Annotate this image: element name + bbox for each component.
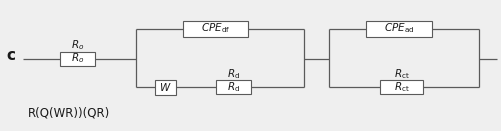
Text: $R_{\mathrm{d}}$: $R_{\mathrm{d}}$ — [226, 80, 239, 94]
Text: $R_{\mathrm{ct}}$: $R_{\mathrm{ct}}$ — [393, 67, 409, 81]
FancyBboxPatch shape — [380, 80, 422, 94]
FancyBboxPatch shape — [155, 80, 176, 94]
FancyBboxPatch shape — [215, 80, 250, 94]
Text: $R_{\mathrm{ct}}$: $R_{\mathrm{ct}}$ — [393, 80, 409, 94]
Text: $R_{o}$: $R_{o}$ — [71, 52, 84, 65]
Text: $W$: $W$ — [159, 81, 172, 93]
Text: $R_{\mathrm{d}}$: $R_{\mathrm{d}}$ — [226, 67, 239, 81]
Text: c: c — [6, 48, 15, 63]
Text: $CPE_{\mathrm{df}}$: $CPE_{\mathrm{df}}$ — [201, 22, 230, 35]
Text: $CPE_{\mathrm{ad}}$: $CPE_{\mathrm{ad}}$ — [383, 22, 413, 35]
FancyBboxPatch shape — [366, 20, 431, 37]
Text: R(Q(WR))(QR): R(Q(WR))(QR) — [28, 107, 110, 120]
FancyBboxPatch shape — [60, 51, 95, 66]
FancyBboxPatch shape — [183, 20, 248, 37]
Text: $R_{o}$: $R_{o}$ — [71, 39, 84, 52]
